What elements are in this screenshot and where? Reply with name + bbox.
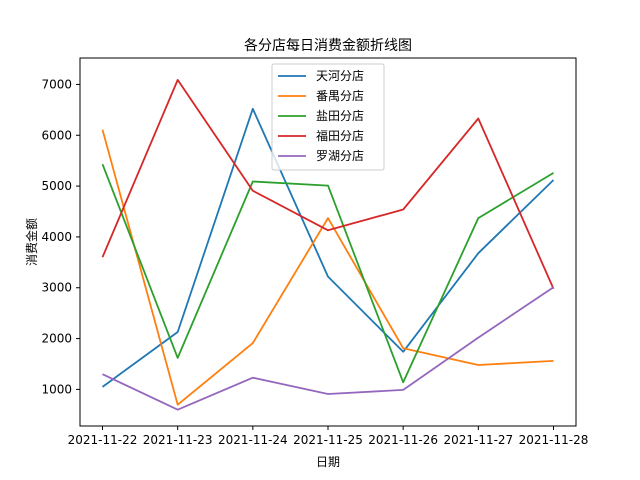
legend-label: 天河分店	[316, 69, 364, 83]
chart-title: 各分店每日消费金额折线图	[244, 38, 412, 54]
legend-label: 福田分店	[316, 128, 364, 143]
x-tick-label: 2021-11-28	[519, 433, 589, 447]
y-tick-label: 1000	[41, 382, 72, 396]
y-tick-label: 7000	[41, 77, 72, 91]
y-tick-label: 4000	[41, 230, 72, 244]
y-tick-label: 2000	[41, 332, 72, 346]
y-tick-label: 3000	[41, 281, 72, 295]
x-tick-label: 2021-11-26	[368, 433, 438, 447]
x-axis-label: 日期	[316, 455, 340, 469]
y-axis-label: 消费金额	[24, 218, 39, 266]
x-tick-label: 2021-11-25	[293, 433, 363, 447]
series-layer	[101, 79, 555, 411]
x-tick-label: 2021-11-22	[68, 433, 138, 447]
x-tick-label: 2021-11-23	[143, 433, 213, 447]
x-tick-label: 2021-11-24	[218, 433, 288, 447]
y-tick-label: 6000	[41, 128, 72, 142]
series-line-0	[101, 107, 555, 388]
series-line-1	[101, 129, 554, 406]
legend-box	[271, 63, 385, 171]
legend-label: 番禺分店	[316, 89, 364, 103]
x-tick-label: 2021-11-27	[443, 433, 513, 447]
legend-label: 盐田分店	[316, 109, 364, 123]
x-axis: 2021-11-22 2021-11-23 2021-11-24 2021-11-25…	[68, 426, 589, 447]
y-tick-label: 5000	[41, 179, 72, 193]
series-line-3	[101, 79, 555, 290]
legend-label: 罗湖分店	[316, 148, 364, 163]
series-line-4	[102, 286, 555, 411]
y-axis: 1000 2000 3000 4000 5000 6000 7000	[41, 77, 80, 396]
series-line-2	[101, 163, 554, 384]
